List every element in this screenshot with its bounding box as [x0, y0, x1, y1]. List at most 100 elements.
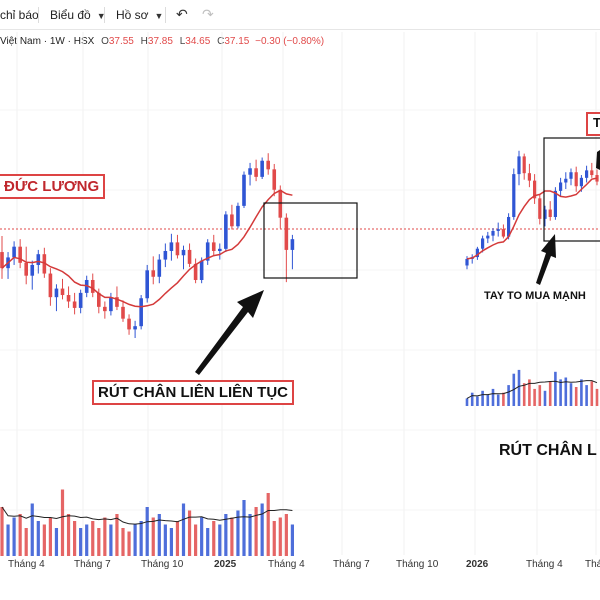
- volume-bar: [284, 514, 288, 556]
- low-value: 34.65: [185, 36, 211, 47]
- volume-bar: [272, 521, 276, 556]
- volume-bar: [242, 500, 246, 556]
- candle-body: [151, 270, 156, 277]
- volume-bar: [465, 398, 469, 406]
- undo-icon[interactable]: ↶: [176, 6, 188, 22]
- volume-bar: [248, 514, 252, 556]
- candle-body: [187, 249, 192, 264]
- right-candles: [465, 150, 599, 270]
- x-axis-label: Tháng 4: [8, 559, 45, 570]
- volume-bar: [175, 521, 180, 556]
- candle-body: [486, 235, 490, 239]
- volume-bar: [6, 524, 10, 556]
- x-axis-label: Tháng 4: [268, 559, 305, 570]
- candle-body: [538, 198, 542, 219]
- candle-body: [569, 172, 573, 179]
- volume-bar: [486, 394, 490, 406]
- wick-note-right: RÚT CHÂN L: [499, 442, 597, 459]
- candle-body: [169, 242, 174, 251]
- close-label: C: [217, 36, 225, 47]
- candle-body: [284, 217, 289, 250]
- volume-bar: [522, 383, 526, 406]
- x-axis-label: 2025: [214, 559, 237, 570]
- candle-body: [475, 248, 479, 258]
- charts-menu-label: Biểu đồ: [50, 8, 91, 22]
- candle-body: [254, 168, 258, 177]
- candle-body: [248, 168, 252, 175]
- volume-bar: [54, 528, 59, 556]
- redo-icon[interactable]: ↷: [202, 6, 214, 22]
- volume-bar: [212, 521, 216, 556]
- candle-body: [205, 242, 210, 261]
- indicators-button[interactable]: chỉ báo: [0, 8, 39, 22]
- candle-body: [574, 172, 578, 187]
- candle-body: [230, 214, 234, 227]
- volume-bar: [502, 392, 505, 406]
- volume-bar: [121, 528, 125, 556]
- volume-bar: [109, 524, 113, 556]
- candle-body: [157, 259, 162, 277]
- high-value: 37.85: [147, 36, 173, 47]
- volume-bar: [91, 521, 95, 556]
- volume-bar: [543, 390, 547, 406]
- wick-note-left: RÚT CHÂN LIÊN LIÊN TỤC: [92, 380, 294, 405]
- high-label: H: [140, 36, 148, 47]
- x-axis-label: Tháng 7: [333, 559, 370, 570]
- candle-body: [517, 156, 521, 175]
- candle-body: [465, 258, 469, 266]
- volume-bar: [24, 528, 28, 556]
- volume-bar: [73, 521, 77, 556]
- ohlc-legend: Việt Nam · 1W · HSX O37.55 H37.85 L34.65…: [0, 36, 324, 47]
- volume-bar: [278, 517, 282, 556]
- volume-bar: [85, 524, 89, 556]
- candle-body: [139, 298, 143, 327]
- volume-bar: [224, 514, 228, 556]
- profile-menu-button[interactable]: Hồ sơ ▼: [116, 8, 163, 22]
- volume-bar: [230, 517, 234, 556]
- candle-body: [127, 318, 131, 330]
- candle-body: [60, 288, 65, 296]
- volume-bar: [187, 510, 192, 556]
- volume-bar: [97, 528, 101, 556]
- candle-body: [199, 260, 204, 280]
- volume-bar: [491, 388, 495, 406]
- volume-bar: [127, 531, 131, 556]
- candle-body: [491, 230, 495, 236]
- right-volume-ma-line: [466, 380, 598, 399]
- candle-body: [272, 169, 277, 190]
- candle-body: [72, 301, 77, 308]
- candle-body: [507, 216, 511, 237]
- candle-body: [559, 182, 563, 191]
- volume-bar: [507, 385, 510, 406]
- profile-menu-label: Hồ sơ: [116, 8, 149, 22]
- candle-body: [84, 279, 89, 293]
- candle-body: [115, 297, 119, 307]
- candle-body: [522, 156, 526, 174]
- change-value: −0.30 (−0.80%): [255, 36, 325, 47]
- candle-body: [54, 288, 59, 298]
- candle-body: [290, 239, 295, 250]
- left-highlight-box: [263, 202, 358, 279]
- candle-body: [211, 242, 216, 251]
- volume-bar: [48, 517, 52, 556]
- charts-menu-button[interactable]: Biểu đồ ▼: [50, 8, 106, 22]
- right-moving-average-line: [466, 177, 598, 260]
- x-axis-label: Tháng 10: [141, 559, 184, 570]
- candle-body: [564, 178, 568, 183]
- chevron-down-icon: ▼: [96, 11, 106, 21]
- right-volume-bars: [465, 369, 599, 406]
- open-value: 37.55: [108, 36, 134, 47]
- volume-bar: [145, 507, 149, 556]
- volume-bar: [12, 517, 16, 556]
- volume-bar: [206, 528, 210, 556]
- volume-bar: [254, 507, 258, 556]
- volume-bar: [496, 394, 500, 406]
- strong-buying-note: TAY TO MUA MẠNH: [484, 290, 586, 302]
- x-axis-label: Tháng 7: [74, 559, 111, 570]
- volume-bar: [554, 371, 557, 406]
- candle-body: [90, 279, 95, 293]
- volume-bar: [218, 524, 222, 556]
- candle-body: [553, 190, 557, 217]
- volume-bar: [569, 383, 573, 406]
